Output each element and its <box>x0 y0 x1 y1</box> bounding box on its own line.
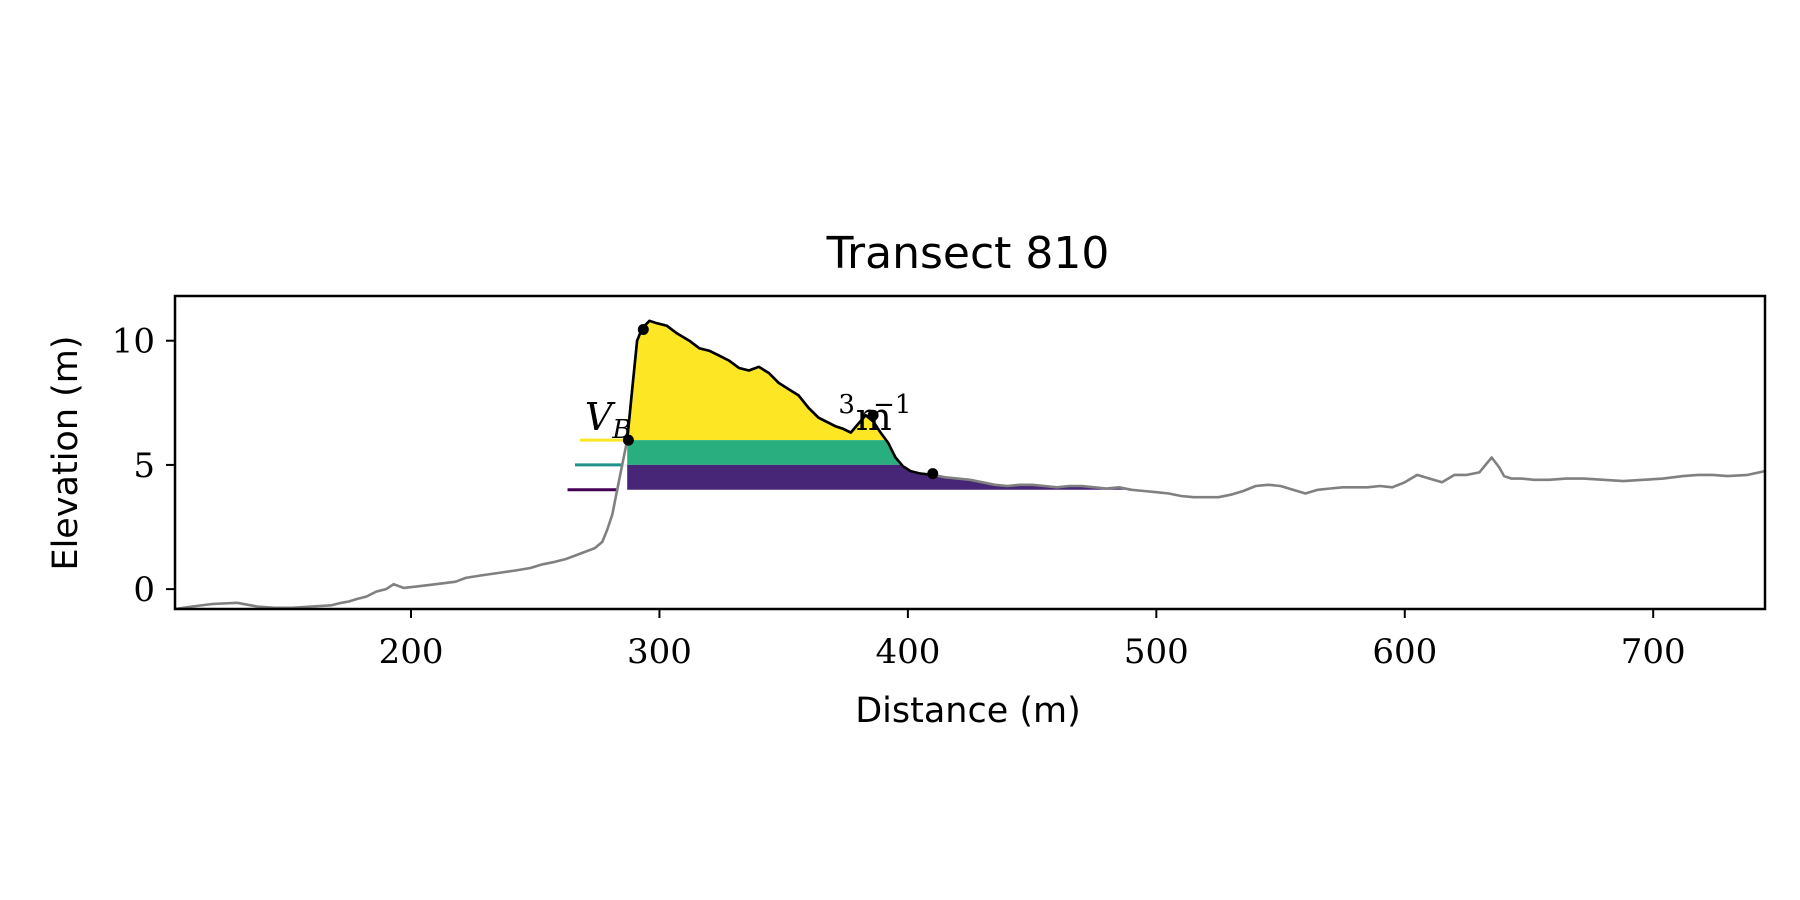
y-tick-label: 0 <box>133 570 155 610</box>
x-tick-label: 500 <box>1124 632 1189 672</box>
annotation-subscript: B <box>611 415 631 445</box>
plot-frame <box>173 294 1767 611</box>
volume-band-1 <box>628 320 886 441</box>
y-tick-label: 10 <box>112 322 155 362</box>
annotation-text-3: m <box>856 395 892 439</box>
dune-point-4 <box>927 468 939 480</box>
profile-line <box>174 319 1766 611</box>
x-tick-label: 300 <box>627 632 692 672</box>
x-axis-label: Distance (m) <box>855 691 1081 731</box>
axis-ticks: 200 300 400 500 600 700 0 5 10 <box>112 322 1686 672</box>
annotation-text-4: −1 <box>873 390 911 420</box>
dune-point-3 <box>867 409 879 421</box>
dune-point-2 <box>637 324 649 336</box>
y-axis-label: Elevation (m) <box>46 335 86 570</box>
x-tick-label: 700 <box>1621 632 1686 672</box>
volume-band-2 <box>627 440 902 465</box>
dune-point-1 <box>622 434 634 446</box>
annotation-text-1: VB <box>585 395 632 445</box>
annotations: VB 3 m−1 <box>585 390 912 445</box>
x-tick-label: 200 <box>379 632 444 672</box>
plot-area <box>174 319 1766 611</box>
chart-title: Transect 810 <box>826 228 1110 279</box>
annotation-text-2: 3 <box>838 390 855 420</box>
x-tick-label: 400 <box>875 632 940 672</box>
dune-outline-line <box>625 319 933 477</box>
x-tick-label: 600 <box>1372 632 1437 672</box>
volume-band-3 <box>627 464 1131 490</box>
y-tick-label: 5 <box>133 446 155 486</box>
